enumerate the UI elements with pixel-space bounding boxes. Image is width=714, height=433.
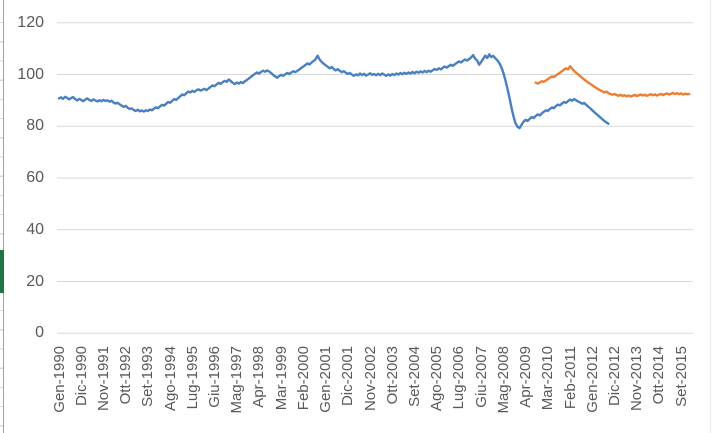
x-axis-tick-label: Giu-2007 [472, 346, 490, 408]
y-axis-tick-label: 120 [17, 13, 44, 31]
y-axis-tick-label: 20 [26, 272, 44, 290]
x-axis-tick-label: Mag-2008 [494, 346, 512, 414]
y-axis-tick-label: 100 [17, 65, 44, 83]
x-axis-tick-label: Gen-2001 [317, 346, 335, 413]
x-axis-tick-label: Gen-1990 [50, 346, 68, 413]
x-axis-tick-label: Ott-2003 [383, 346, 401, 405]
x-axis-tick-label: Set-2015 [672, 346, 690, 407]
series-orange-line[interactable] [534, 65, 691, 98]
x-axis-tick-label: Gen-2012 [583, 346, 601, 413]
green-accent-strip [0, 250, 4, 293]
y-axis-tick-label: 80 [26, 117, 44, 135]
x-axis-tick-label: Dic-2012 [606, 346, 623, 407]
x-axis-tick-label: Mar-2010 [539, 346, 557, 411]
x-axis-tick-label: Set-2004 [406, 346, 424, 407]
x-axis-tick-label: Apr-1998 [250, 346, 268, 408]
x-axis-tick-label: Feb-2000 [294, 346, 312, 411]
x-axis-tick-label: Dic-1990 [72, 346, 90, 407]
x-axis-tick-label: Nov-2002 [361, 346, 379, 412]
y-axis-tick-label: 0 [35, 324, 44, 342]
x-axis-tick-label: Ott-2014 [650, 346, 668, 405]
x-axis-tick-label: Ott-1992 [117, 346, 135, 405]
left-window-border [3, 0, 4, 433]
x-axis-tick-label: Ago-1994 [161, 346, 179, 412]
x-axis-tick-label: Mar-1999 [272, 346, 290, 411]
x-axis-tick-label: Lug-2006 [450, 346, 468, 410]
x-axis-tick-label: Dic-2001 [339, 346, 357, 407]
x-axis-tick-label: Ago-2005 [428, 346, 446, 412]
x-axis-tick-label: Nov-1991 [94, 346, 112, 412]
x-axis-tick-label: Lug-1995 [183, 346, 201, 410]
right-window-border [710, 0, 711, 433]
x-axis-tick-label: Giu-1996 [206, 346, 224, 408]
worksheet-row-tick-marks [0, 4, 3, 433]
x-axis-tick-label: Set-1993 [139, 346, 157, 407]
x-axis-tick-label: Apr-2009 [517, 346, 535, 408]
y-axis-tick-label: 60 [26, 169, 44, 187]
x-axis-tick-label: Mag-1997 [228, 346, 246, 414]
y-axis-tick-label: 40 [26, 220, 44, 238]
x-axis-tick-label: Nov-2013 [628, 346, 646, 412]
series-blue-line[interactable] [57, 53, 610, 130]
x-axis-tick-label: Feb-2011 [561, 346, 579, 410]
